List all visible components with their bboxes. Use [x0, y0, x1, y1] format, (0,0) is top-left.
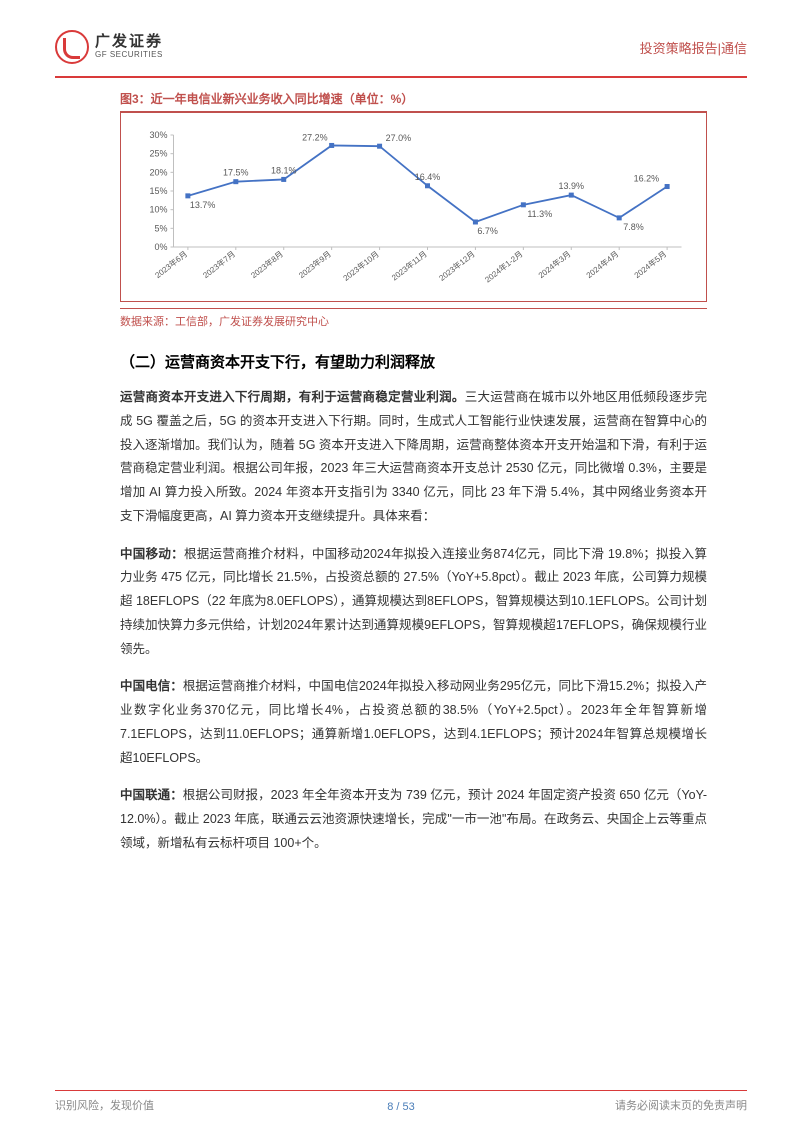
lead-text: 中国联通：: [120, 788, 183, 802]
svg-text:2023年10月: 2023年10月: [341, 249, 381, 283]
body-text: 三大运营商在城市以外地区用低频段逐步完成 5G 覆盖之后，5G 的资本开支进入下…: [120, 390, 707, 523]
svg-text:27.2%: 27.2%: [302, 132, 328, 142]
svg-text:5%: 5%: [154, 223, 167, 233]
svg-text:2023年7月: 2023年7月: [201, 249, 237, 280]
svg-text:17.5%: 17.5%: [223, 168, 249, 178]
svg-text:30%: 30%: [149, 130, 167, 140]
body-text: 根据运营商推介材料，中国电信2024年拟投入移动网业务295亿元，同比下滑15.…: [120, 679, 707, 764]
body-text: 根据运营商推介材料，中国移动2024年拟投入连接业务874亿元，同比下滑 19.…: [120, 547, 707, 656]
paragraph-intro: 运营商资本开支进入下行周期，有利于运营商稳定营业利润。三大运营商在城市以外地区用…: [120, 386, 707, 529]
figure-source: 数据来源：工信部，广发证券发展研究中心: [120, 308, 707, 329]
svg-text:25%: 25%: [149, 149, 167, 159]
svg-text:0%: 0%: [154, 242, 167, 252]
content: 图3：近一年电信业新兴业务收入同比增速（单位：%） 0% 5% 10% 15% 20% 2…: [0, 78, 802, 856]
lead-text: 中国电信：: [120, 679, 183, 693]
svg-text:2024年4月: 2024年4月: [584, 249, 620, 280]
svg-text:2024年5月: 2024年5月: [632, 249, 668, 280]
svg-text:6.7%: 6.7%: [477, 226, 498, 236]
svg-text:27.0%: 27.0%: [386, 133, 412, 143]
svg-text:16.2%: 16.2%: [634, 174, 660, 184]
logo-en: GF SECURITIES: [95, 51, 163, 60]
svg-text:10%: 10%: [149, 205, 167, 215]
line-chart: 0% 5% 10% 15% 20% 25% 30% 13.7% 17.5% 18.1% 27.2% 2…: [129, 125, 698, 295]
svg-text:20%: 20%: [149, 167, 167, 177]
paragraph-ctcc: 中国电信：根据运营商推介材料，中国电信2024年拟投入移动网业务295亿元，同比…: [120, 675, 707, 770]
paragraph-cucc: 中国联通：根据公司财报，2023 年全年资本开支为 739 亿元，预计 2024…: [120, 784, 707, 855]
svg-text:2023年12月: 2023年12月: [437, 249, 477, 283]
chart-container: 0% 5% 10% 15% 20% 25% 30% 13.7% 17.5% 18.1% 27.2% 2…: [120, 111, 707, 302]
svg-text:2023年8月: 2023年8月: [249, 249, 285, 280]
svg-text:13.7%: 13.7%: [190, 200, 216, 210]
logo: 广发证券 GF SECURITIES: [55, 30, 163, 64]
svg-text:7.8%: 7.8%: [623, 222, 644, 232]
logo-icon: [55, 30, 89, 64]
header-report-type: 投资策略报告|通信: [640, 38, 747, 57]
section-heading: （二）运营商资本开支下行，有望助力利润释放: [120, 351, 707, 372]
footer-divider: [55, 1090, 747, 1092]
lead-text: 运营商资本开支进入下行周期，有利于运营商稳定营业利润。: [120, 390, 465, 404]
logo-cn: 广发证券: [95, 34, 163, 51]
lead-text: 中国移动：: [120, 547, 184, 561]
svg-text:2023年11月: 2023年11月: [389, 249, 428, 283]
page-header: 广发证券 GF SECURITIES 投资策略报告|通信: [0, 0, 802, 72]
svg-text:13.9%: 13.9%: [559, 181, 585, 191]
paragraph-cmcc: 中国移动：根据运营商推介材料，中国移动2024年拟投入连接业务874亿元，同比下…: [120, 543, 707, 662]
svg-text:11.3%: 11.3%: [527, 209, 552, 219]
figure-title: 图3：近一年电信业新兴业务收入同比增速（单位：%）: [120, 90, 707, 107]
logo-text: 广发证券 GF SECURITIES: [95, 34, 163, 59]
svg-text:16.4%: 16.4%: [415, 172, 441, 182]
svg-text:2023年9月: 2023年9月: [297, 249, 333, 280]
page-number: 8 / 53: [0, 1101, 802, 1113]
svg-text:2023年6月: 2023年6月: [153, 249, 189, 280]
svg-text:2024年3月: 2024年3月: [536, 249, 572, 280]
svg-text:15%: 15%: [149, 186, 167, 196]
body-text: 根据公司财报，2023 年全年资本开支为 739 亿元，预计 2024 年固定资…: [120, 788, 707, 850]
svg-text:2024年1-2月: 2024年1-2月: [483, 249, 525, 285]
svg-text:18.1%: 18.1%: [271, 165, 297, 175]
